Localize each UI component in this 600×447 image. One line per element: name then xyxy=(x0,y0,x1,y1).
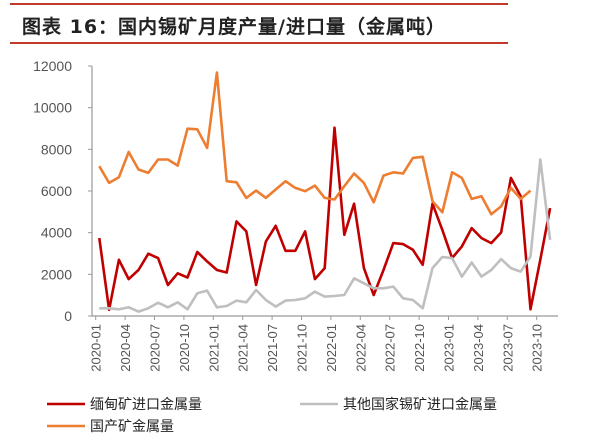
x-tick-label: 2022-01 xyxy=(324,324,339,372)
x-tick-label: 2023-01 xyxy=(442,324,457,372)
series-line-1 xyxy=(99,158,552,313)
x-tick-label: 2022-04 xyxy=(353,324,368,372)
legend-label: 国产矿金属量 xyxy=(90,418,174,434)
x-tick-label: 2023-07 xyxy=(500,324,515,372)
y-tick-label: 6000 xyxy=(41,183,72,199)
x-tick-label: 2020-10 xyxy=(177,324,192,372)
y-tick-label: 8000 xyxy=(41,141,72,157)
y-tick-label: 0 xyxy=(64,308,72,324)
chart-title: 图表 16：国内锡矿月度产量/进口量（金属吨） xyxy=(22,16,446,38)
series-line-2 xyxy=(98,71,532,216)
x-tick-label: 2021-04 xyxy=(236,324,251,372)
y-tick-label: 2000 xyxy=(41,266,72,282)
legend-label: 缅甸矿进口金属量 xyxy=(90,396,202,412)
legend-label: 其他国家锡矿进口金属量 xyxy=(343,396,497,412)
x-tick-label: 2021-10 xyxy=(295,324,310,372)
x-tick-label: 2020-04 xyxy=(118,324,133,372)
series-line-0 xyxy=(98,126,552,312)
x-tick-label: 2023-10 xyxy=(530,324,545,372)
title-top-rule xyxy=(10,3,508,5)
y-tick-label: 10000 xyxy=(33,100,72,116)
x-tick-label: 2021-07 xyxy=(265,324,280,372)
x-tick-label: 2022-07 xyxy=(383,324,398,372)
x-tick-label: 2021-01 xyxy=(206,324,221,372)
x-tick-label: 2020-07 xyxy=(148,324,163,372)
y-tick-label: 4000 xyxy=(41,225,72,241)
x-tick-label: 2023-04 xyxy=(471,324,486,372)
title-bottom-rule xyxy=(10,42,508,44)
x-tick-label: 2020-01 xyxy=(89,324,104,372)
x-tick-label: 2022-10 xyxy=(412,324,427,372)
y-tick-label: 12000 xyxy=(33,58,72,74)
